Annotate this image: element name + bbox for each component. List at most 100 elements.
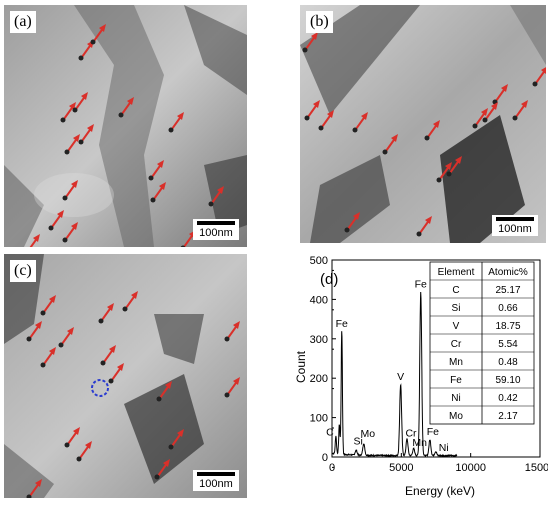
red-arrow-icon [122,291,138,312]
peak-label: Mo [360,428,375,440]
spectrum-trace [331,291,458,458]
panel-label-b: (b) [306,11,333,33]
tem-image-a: (a) 100nm [4,5,247,247]
red-arrow-icon [90,24,106,45]
red-arrow-icon [344,212,360,233]
table-cell: Mn [449,357,463,368]
red-arrow-icon [382,134,398,155]
red-arrow-icon [304,100,320,121]
red-arrow-icon [150,182,166,203]
x-axis-label: Energy (keV) [405,484,475,498]
scale-bar-b: 100nm [492,215,538,236]
scale-bar-c: 100nm [193,470,239,491]
spectrum-lines [331,291,458,458]
y-tick-label: 100 [310,413,328,425]
panel-label-d: (d) [320,271,338,288]
chart-axes: 0100200300400500050001000015000 [310,255,550,474]
panel-label-c: (c) [10,260,36,282]
red-arrow-icon [26,321,42,342]
red-arrow-icon [76,441,92,462]
red-arrow-icon [416,216,432,237]
red-arrow-icon [482,102,498,123]
peak-label: Fe [427,426,439,438]
red-arrow-icon [224,377,240,398]
red-arrow-icon [108,363,124,384]
peak-label: Si [353,435,362,447]
micrograph-b [300,5,546,243]
red-arrow-icon [302,32,318,53]
table-header: Atomic% [488,267,528,278]
scale-bar-a: 100nm [193,219,239,240]
peak-label: Fe [415,278,427,290]
red-arrow-icon [352,112,368,133]
red-arrow-icon [64,134,80,155]
red-arrow-icon [58,327,74,348]
red-arrow-icon [446,156,462,177]
table-cell: Cr [451,339,462,350]
red-arrow-icon [40,347,56,368]
arrow-group-a [29,24,224,247]
y-tick-label: 300 [310,334,328,346]
red-arrow-icon [62,180,78,201]
peak-label: Fe [336,318,348,330]
table-cell: C [452,285,459,296]
tem-image-c: (c) 100nm [4,254,247,498]
arrow-group-b [302,32,546,237]
red-arrow-icon [48,210,64,231]
table-header: Element [438,267,475,278]
table-cell: 2.17 [498,411,518,422]
red-arrow-icon [472,108,488,129]
micrograph-c [4,254,247,498]
red-arrow-icon [78,124,94,145]
peak-label: Cr [405,427,417,439]
red-arrow-icon [532,67,546,87]
table-cell: Fe [450,375,462,386]
red-arrow-icon [72,92,88,113]
y-tick-label: 400 [310,294,328,306]
tem-image-b: (b) 100nm [300,5,546,243]
blue-dashed-circle-icon [91,379,109,397]
red-arrow-icon [168,112,184,133]
red-arrow-icon [208,186,224,207]
red-arrow-icon [224,321,240,342]
red-arrow-icon [436,162,452,183]
table-cell: Si [452,303,461,314]
eds-spectrum-chart: 0100200300400500050001000015000 CFeSiMoV… [294,255,550,498]
eds-spectrum-panel: 0100200300400500050001000015000 CFeSiMoV… [290,250,550,500]
red-arrow-icon [512,100,528,121]
scale-bar-line [496,217,534,221]
red-arrow-icon [29,234,40,247]
panel-label-a: (a) [10,11,36,33]
table-cell: 25.17 [495,285,520,296]
composition-table: Element Atomic% C 25.17 Si 0.66 V 18.75 Cr 5.54 Mn… [429,261,535,425]
y-tick-label: 0 [322,452,328,464]
table-cell: 0.66 [498,303,518,314]
red-arrow-icon [424,120,440,141]
scale-bar-label: 100nm [498,223,532,235]
scale-bar-label: 100nm [199,227,233,239]
table-cell: Mo [449,411,463,422]
y-tick-label: 500 [310,255,328,267]
red-arrow-icon [62,222,78,243]
table-cell: 59.10 [495,375,520,386]
red-arrow-icon [26,479,42,498]
red-arrow-icon [168,429,184,450]
peak-label: Ni [439,442,449,454]
red-arrow-icon [154,459,170,480]
plot-frame [331,259,541,458]
scale-bar-line [197,472,235,476]
table-cell: 5.54 [498,339,518,350]
red-arrow-icon [100,345,116,366]
peak-label: V [397,371,404,383]
table-cell: 0.42 [498,393,518,404]
red-arrow-icon [118,97,134,118]
y-tick-label: 200 [310,373,328,385]
arrow-group-c [26,291,240,498]
x-tick-label: 15000 [525,462,548,474]
table-cell: 18.75 [495,321,520,332]
y-axis-label: Count [294,350,308,383]
red-arrow-icon [148,160,164,181]
red-arrow-icon [318,110,334,131]
table-cell: 0.48 [498,357,518,368]
